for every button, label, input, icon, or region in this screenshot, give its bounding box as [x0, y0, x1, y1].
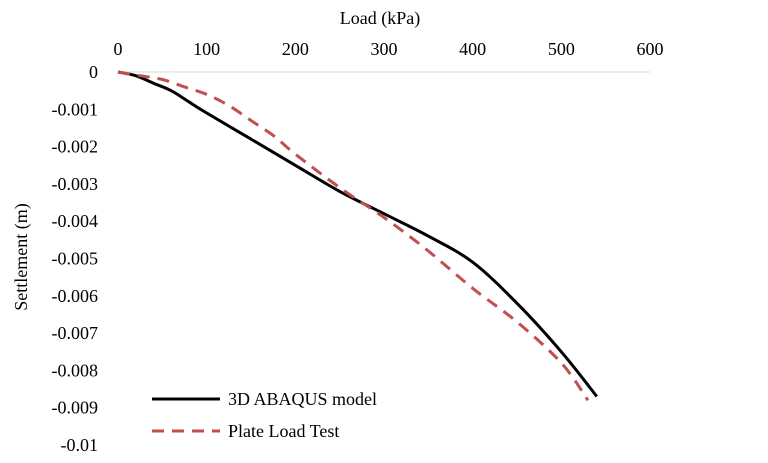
- y-tick-label: -0.002: [52, 137, 99, 157]
- legend-label-plate-load: Plate Load Test: [228, 421, 339, 441]
- x-tick-labels: 0 100 200 300 400 500 600: [114, 39, 664, 59]
- x-tick-label: 200: [282, 39, 309, 59]
- legend: 3D ABAQUS model Plate Load Test: [152, 389, 377, 441]
- y-tick-label: -0.009: [52, 398, 99, 418]
- y-tick-label: -0.008: [52, 360, 99, 380]
- y-tick-label: -0.007: [52, 323, 99, 343]
- series-line-1: [117, 70, 590, 402]
- x-axis-title: Load (kPa): [340, 8, 420, 29]
- x-tick-label: 400: [459, 39, 486, 59]
- x-tick-label: 600: [637, 39, 664, 59]
- y-tick-label: -0.01: [61, 435, 99, 455]
- y-tick-label: -0.003: [52, 174, 99, 194]
- y-tick-label: 0: [89, 62, 98, 82]
- legend-label-abaqus: 3D ABAQUS model: [228, 389, 377, 409]
- x-tick-label: 0: [114, 39, 123, 59]
- y-tick-labels: 0 -0.001 -0.002 -0.003 -0.004 -0.005 -0.006 -0.…: [52, 62, 99, 455]
- y-axis-title: Settlement (m): [11, 203, 32, 310]
- series-lines: [117, 70, 598, 402]
- y-tick-label: -0.006: [52, 286, 99, 306]
- y-tick-label: -0.004: [52, 211, 99, 231]
- y-tick-label: -0.001: [52, 99, 99, 119]
- x-tick-label: 300: [371, 39, 398, 59]
- y-tick-label: -0.005: [52, 249, 99, 269]
- series-line-0: [117, 70, 598, 398]
- x-tick-label: 100: [193, 39, 220, 59]
- x-tick-label: 500: [548, 39, 575, 59]
